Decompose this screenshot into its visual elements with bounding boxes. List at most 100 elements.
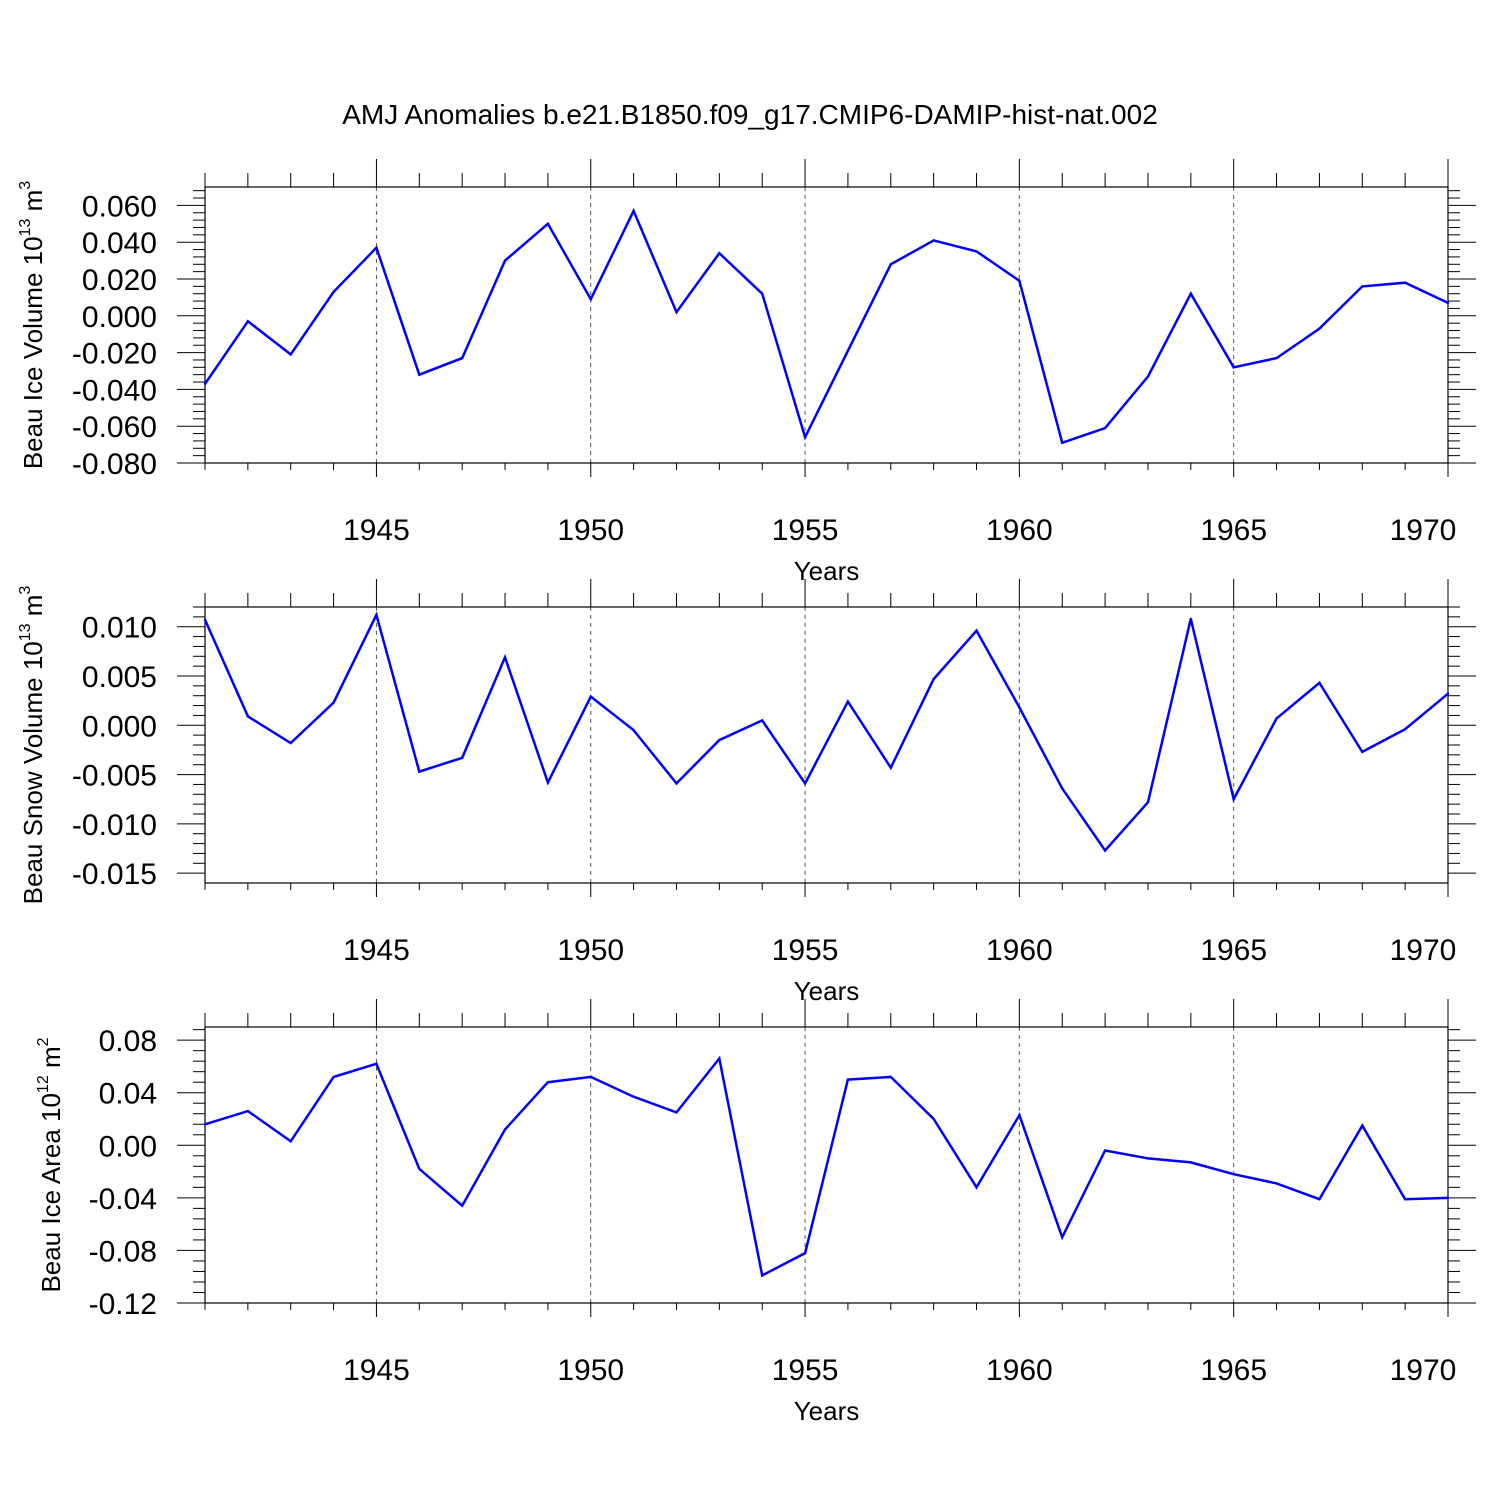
data-point — [975, 1186, 978, 1189]
x-axis-label: Years — [794, 976, 860, 1006]
y-tick-label: 0.005 — [82, 661, 157, 694]
x-tick-label: 1970 — [1390, 514, 1457, 547]
data-point — [932, 239, 935, 242]
data-point — [246, 715, 250, 718]
y-tick-label: -0.010 — [72, 809, 157, 842]
data-point — [1232, 798, 1235, 801]
data-point — [1446, 1196, 1450, 1200]
x-tick-label: 1955 — [772, 934, 839, 967]
x-tick-label: 1950 — [557, 514, 624, 547]
data-point — [1318, 1197, 1321, 1201]
data-point — [803, 1251, 807, 1255]
panel-snow-volume: -0.015 -0.010 -0.005 0.000 0.005 0.010 1945 195… — [17, 579, 1476, 1006]
data-point — [1146, 375, 1150, 378]
y-tick-label: -0.015 — [72, 858, 157, 891]
y-tick-label: 0.000 — [82, 710, 157, 743]
x-tick-label: 1970 — [1390, 1354, 1457, 1387]
data-point — [1018, 1113, 1021, 1117]
data-point — [1403, 281, 1407, 284]
data-point — [675, 1111, 678, 1114]
data-point — [889, 263, 892, 266]
data-point — [1018, 706, 1021, 709]
data-point — [1403, 1197, 1407, 1201]
data-point — [1403, 728, 1407, 731]
y-tick-label: 0.000 — [82, 301, 157, 334]
data-point — [846, 1078, 850, 1081]
data-point — [589, 1075, 592, 1079]
data-point — [803, 436, 807, 439]
x-tick-label: 1965 — [1200, 1354, 1267, 1387]
data-point — [589, 298, 592, 301]
y-tick-label: -0.040 — [72, 374, 157, 407]
data-point — [1275, 356, 1278, 360]
data-point — [375, 613, 378, 617]
data-point — [718, 252, 721, 255]
data-point — [975, 250, 978, 253]
data-point — [632, 209, 635, 213]
data-point — [246, 320, 250, 323]
y-axis-label: Beau Ice Area 1012 m2 — [35, 1037, 66, 1292]
data-point — [546, 781, 550, 784]
data-point — [1103, 426, 1107, 430]
data-point — [761, 292, 764, 295]
data-point — [332, 1075, 335, 1079]
data-point — [1275, 717, 1278, 720]
data-point — [203, 382, 207, 386]
y-tick-label: 0.08 — [99, 1025, 157, 1058]
chart-title: AMJ Anomalies b.e21.B1850.f09_g17.CMIP6-… — [342, 99, 1158, 130]
data-point — [846, 700, 850, 703]
data-point — [1318, 327, 1321, 330]
data-point — [632, 1095, 635, 1098]
data-point — [460, 1204, 464, 1207]
y-tick-label: -0.005 — [72, 760, 157, 793]
data-point — [332, 290, 335, 294]
data-point — [460, 756, 464, 760]
data-point — [1189, 617, 1193, 621]
data-point — [718, 738, 721, 742]
data-point — [1232, 1173, 1235, 1176]
x-tick-label: 1955 — [772, 514, 839, 547]
data-point — [632, 729, 635, 732]
x-tick-label: 1945 — [343, 1354, 410, 1387]
data-point — [932, 677, 935, 681]
data-point — [1103, 1149, 1107, 1152]
data-point — [1232, 366, 1235, 369]
y-tick-label: -0.04 — [89, 1183, 157, 1216]
data-point — [1061, 1236, 1064, 1239]
y-tick-label: 0.060 — [82, 190, 157, 223]
data-point — [761, 719, 764, 722]
x-tick-label: 1950 — [557, 934, 624, 967]
x-tick-label: 1960 — [986, 514, 1053, 547]
y-tick-label: 0.00 — [99, 1130, 157, 1163]
data-point — [332, 701, 335, 704]
plot-frame — [204, 186, 1449, 464]
x-axis-label: Years — [794, 1396, 860, 1426]
data-point — [1061, 787, 1064, 790]
data-point — [589, 695, 592, 698]
plot-frame — [204, 1026, 1449, 1304]
y-axis-label: Beau Ice Volume 1013 m3 — [17, 181, 48, 469]
data-point — [761, 1274, 764, 1277]
data-point — [718, 1057, 721, 1060]
y-tick-label: 0.04 — [99, 1078, 157, 1111]
x-tick-label: 1960 — [986, 1354, 1053, 1387]
x-tick-label: 1960 — [986, 934, 1053, 967]
data-point — [460, 356, 464, 360]
data-point — [975, 629, 978, 632]
data-point — [546, 1081, 550, 1084]
y-tick-label: -0.12 — [89, 1288, 157, 1321]
x-tick-label: 1945 — [343, 934, 410, 967]
data-point — [203, 618, 207, 622]
data-point — [1189, 292, 1193, 295]
data-point — [246, 1109, 250, 1113]
data-point — [1361, 1124, 1364, 1127]
data-point — [889, 766, 892, 769]
data-point — [375, 1062, 378, 1066]
data-point — [1189, 1161, 1193, 1164]
y-tick-label: 0.010 — [82, 612, 157, 645]
data-point — [1146, 800, 1150, 804]
data-point — [418, 373, 421, 376]
y-tick-label: 0.020 — [82, 264, 157, 297]
data-point — [1146, 1157, 1150, 1160]
panel-ice-volume: -0.080 -0.060 -0.040-0.020 0.000 0.020 0.040 0… — [17, 159, 1476, 586]
